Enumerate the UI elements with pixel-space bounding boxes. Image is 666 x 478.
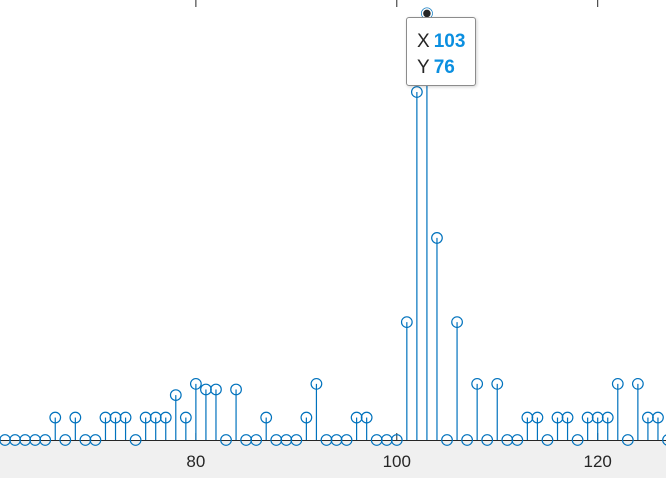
stem-marker-109[interactable] (481, 434, 494, 446)
stem-marker-115[interactable] (541, 434, 554, 446)
x-tick-label-100: 100 (383, 452, 411, 471)
stem-marker-79[interactable] (179, 411, 192, 424)
stem-marker-107[interactable] (461, 434, 474, 446)
stem-marker-70[interactable] (89, 434, 102, 446)
stem-marker-124[interactable] (631, 377, 644, 390)
stem-marker-105[interactable] (441, 434, 453, 446)
top-axis-ticks (195, 0, 599, 7)
stem-marker-97[interactable] (360, 411, 373, 424)
stem-marker-67[interactable] (59, 434, 72, 446)
stem-marker-91[interactable] (300, 411, 313, 424)
stem-marker-83[interactable] (220, 434, 232, 446)
stem-marker-110[interactable] (491, 377, 504, 390)
stem-marker-126[interactable] (652, 411, 664, 424)
stem-marker-104[interactable] (431, 232, 443, 244)
datatip-y-label: Y (417, 57, 430, 78)
stem-marker-73[interactable] (119, 411, 132, 424)
stem-marker-78[interactable] (169, 389, 182, 401)
stem-series[interactable] (0, 7, 666, 446)
x-tick-label-80: 80 (186, 452, 205, 471)
datatip[interactable]: X 103 Y 76 (406, 17, 476, 86)
stem-marker-65[interactable] (39, 434, 52, 446)
stem-marker-84[interactable] (230, 383, 242, 396)
stem-marker-80[interactable] (189, 377, 202, 390)
stem-marker-90[interactable] (290, 434, 303, 446)
stem-marker-118[interactable] (571, 434, 584, 446)
stem-marker-87[interactable] (260, 411, 273, 424)
stem-marker-74[interactable] (129, 434, 142, 446)
stem-marker-108[interactable] (471, 377, 484, 390)
stem-marker-86[interactable] (250, 434, 263, 446)
stem-marker-95[interactable] (340, 434, 353, 446)
stem-marker-100[interactable] (390, 434, 403, 446)
stem-marker-117[interactable] (561, 411, 574, 424)
stem-marker-82[interactable] (210, 383, 222, 396)
stem-marker-106[interactable] (451, 316, 463, 329)
datatip-x-row: X 103 (417, 29, 475, 55)
stem-marker-122[interactable] (611, 377, 624, 390)
stem-marker-68[interactable] (69, 411, 82, 424)
stem-marker-92[interactable] (310, 377, 323, 390)
stem-marker-77[interactable] (159, 411, 172, 424)
x-tick-label-120: 120 (584, 452, 612, 471)
stem-marker-101[interactable] (400, 316, 413, 329)
stem-marker-112[interactable] (511, 434, 524, 446)
stem-marker-102[interactable] (410, 86, 423, 98)
datatip-y-row: Y 76 (417, 55, 475, 81)
datatip-y-value: 76 (433, 57, 455, 78)
stem-marker-127[interactable] (662, 434, 666, 446)
x-tick-labels: 80 100 120 (186, 452, 611, 471)
stem-marker-114[interactable] (531, 411, 544, 424)
datatip-x-label: X (417, 31, 430, 52)
stem-marker-123[interactable] (621, 434, 634, 446)
stem-marker-121[interactable] (601, 411, 614, 424)
datatip-x-value: 103 (433, 31, 466, 52)
stem-marker-66[interactable] (49, 411, 62, 424)
axes-background-strip (0, 440, 666, 478)
